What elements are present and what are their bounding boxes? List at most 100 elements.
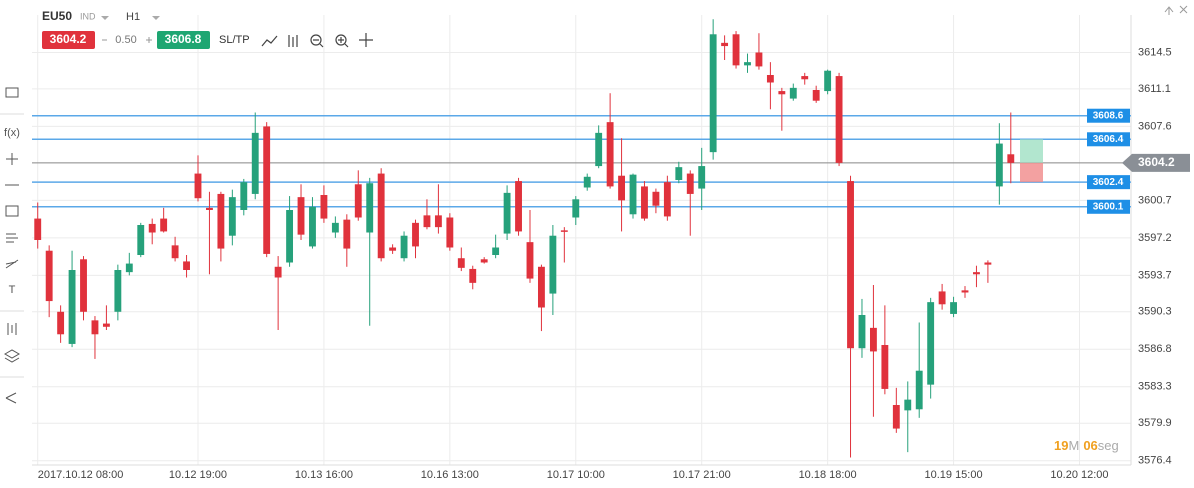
tool-icon[interactable] [3, 349, 21, 363]
candle-body [102, 323, 110, 327]
spread-controls[interactable] [102, 37, 152, 43]
tool-icon[interactable] [7, 323, 17, 335]
tool-icon[interactable] [5, 87, 19, 98]
candle-body [446, 217, 454, 248]
dropdown-arrow[interactable] [152, 16, 160, 20]
candle-body [835, 76, 843, 163]
candle-body [721, 42, 729, 47]
timeframe[interactable]: H1 [126, 11, 140, 23]
function-tool[interactable]: f(x) [4, 127, 20, 139]
sell-button[interactable] [42, 31, 95, 49]
candle-body [251, 132, 259, 194]
timer-minutes-unit: M [1068, 438, 1079, 453]
x-tick-label: 10.12 19:00 [169, 469, 227, 481]
candle-body [778, 91, 786, 95]
candle-body [423, 215, 431, 228]
candle-body [286, 210, 294, 263]
bid-price[interactable]: 3604.2 [50, 32, 87, 46]
candle-body [629, 174, 637, 215]
expand-icon[interactable] [1164, 6, 1174, 15]
candle-body [114, 270, 122, 312]
candle-tool[interactable] [288, 35, 298, 47]
symbol: EU50 [42, 9, 72, 23]
candle-body [366, 183, 374, 233]
candle-body [45, 250, 53, 302]
candle-body [537, 266, 545, 308]
timer-minutes: 19 [1054, 438, 1068, 453]
candle-body [320, 195, 328, 219]
candle-body [572, 199, 580, 218]
candle-body [904, 399, 912, 411]
tool-icon[interactable] [6, 233, 18, 243]
candle-body [400, 235, 408, 259]
candle-body [663, 182, 671, 217]
candle-body [606, 122, 614, 187]
text-tool[interactable]: T [9, 284, 16, 296]
candle-body [91, 320, 99, 335]
x-tick-label: 10.19 15:00 [924, 469, 982, 481]
price-line-label: 3600.1 [1093, 201, 1124, 212]
line-tool[interactable] [261, 35, 278, 47]
timer-seconds-unit: seg [1098, 438, 1119, 453]
price-line-label: 3602.4 [1093, 177, 1124, 188]
candle-body [274, 266, 282, 278]
candle-body [68, 270, 76, 344]
candle-body [228, 197, 236, 236]
candle-body [526, 242, 534, 279]
candle-body [263, 126, 271, 254]
zoom-out[interactable] [310, 34, 322, 46]
candle-body [480, 259, 488, 263]
zoom-in[interactable] [335, 34, 347, 46]
candle-body [183, 261, 190, 270]
buy-button[interactable] [157, 31, 210, 49]
y-tick-label: 3590.3 [1138, 306, 1172, 318]
tool-icon[interactable] [5, 392, 17, 404]
dropdown-arrow[interactable] [101, 16, 109, 20]
candle-body [80, 259, 87, 312]
candle-body [171, 245, 179, 259]
candle-body [595, 132, 603, 167]
move-tool[interactable] [359, 33, 373, 47]
candle-body [698, 166, 706, 189]
x-tick-label: 10.17 21:00 [673, 469, 731, 481]
tool-icon[interactable] [5, 205, 19, 217]
ask-price[interactable]: 3606.8 [165, 32, 202, 46]
x-tick-label: 2017.10.12 08:00 [38, 469, 124, 481]
candle-body [641, 186, 648, 219]
candle-body [675, 167, 683, 180]
candle-body [789, 87, 797, 99]
candle-body [194, 173, 202, 199]
tool-icon[interactable] [5, 259, 19, 269]
chart-tools[interactable] [261, 33, 373, 48]
candle-body [297, 197, 305, 235]
y-tick-label: 3611.1 [1138, 83, 1171, 95]
price-line-tag [1087, 199, 1130, 214]
candle-body [377, 173, 385, 259]
candle-body [938, 291, 946, 305]
candle-body [57, 311, 65, 335]
candle-body [34, 218, 42, 240]
y-tick-label: 3607.6 [1138, 120, 1172, 132]
close-icon[interactable] [1179, 5, 1188, 14]
price-line-label: 3606.4 [1093, 134, 1124, 145]
y-tick-label: 3579.9 [1138, 417, 1172, 429]
sltp-button[interactable]: SL/TP [219, 34, 250, 46]
y-tick-label: 3597.2 [1138, 232, 1172, 244]
candle-body [824, 70, 832, 92]
x-tick-label: 10.20 12:00 [1050, 469, 1108, 481]
symbol-type: IND [80, 11, 96, 21]
candle-body [984, 262, 992, 265]
y-tick-label: 3600.7 [1138, 194, 1172, 206]
y-tick-label: 3614.5 [1138, 46, 1172, 58]
y-tick-label: 3583.3 [1138, 381, 1172, 393]
tool-icon[interactable] [6, 153, 18, 165]
current-price-tag [1122, 153, 1190, 172]
candle-body [137, 225, 145, 255]
candle-body [652, 191, 660, 206]
plot: 3614.5 3611.1 3607.6 3600.7 3597.2 3593.7 3590… [32, 15, 1190, 481]
candle-body [309, 206, 316, 247]
candle-body [492, 247, 500, 255]
candle-body [686, 173, 694, 194]
